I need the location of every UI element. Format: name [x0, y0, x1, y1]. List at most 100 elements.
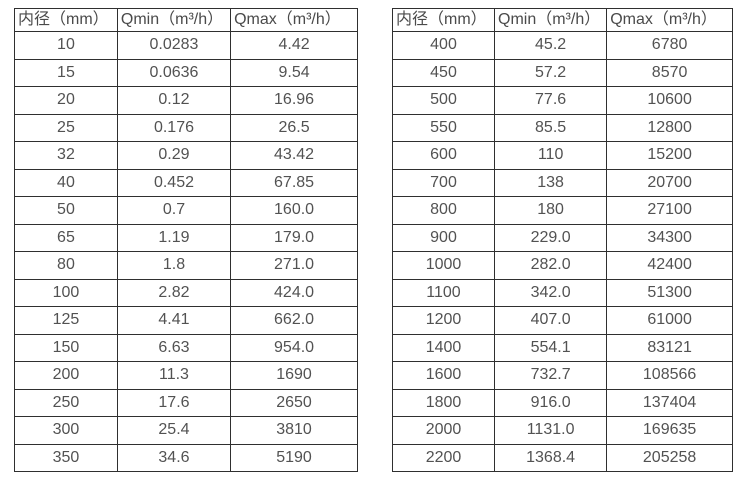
- table-cell: 32: [14, 141, 118, 170]
- table-row: 80 1.8 271.0: [14, 251, 358, 280]
- table-cell: 229.0: [493, 223, 608, 252]
- table-cell: 2000: [392, 416, 495, 445]
- table-row: 350 34.6 5190: [14, 443, 358, 472]
- table-cell: 50: [14, 196, 118, 225]
- table-cell: 1200: [392, 306, 495, 335]
- table-cell: 65: [14, 223, 118, 252]
- table-cell: 0.12: [116, 86, 232, 115]
- table-cell: 550: [392, 113, 495, 142]
- table-cell: 1100: [392, 278, 495, 307]
- table-cell: 407.0: [493, 306, 608, 335]
- table-cell: 500: [392, 86, 495, 115]
- table-cell: 0.0636: [116, 58, 232, 87]
- table-cell: 125: [14, 306, 118, 335]
- table-row: 1600 732.7 108566: [392, 361, 733, 390]
- table-row: 32 0.29 43.42: [14, 141, 358, 170]
- table-cell: 34.6: [116, 443, 232, 472]
- table-cell: 16.96: [230, 86, 358, 115]
- table-cell: 4.42: [230, 31, 358, 60]
- table-cell: 169635: [606, 416, 733, 445]
- table-cell: 12800: [606, 113, 733, 142]
- table-cell: 83121: [606, 333, 733, 362]
- table-cell: 900: [392, 223, 495, 252]
- table-cell: 1.19: [116, 223, 232, 252]
- table-row: 400 45.2 6780: [392, 31, 733, 60]
- table-cell: 4.41: [116, 306, 232, 335]
- table-cell: 0.452: [116, 168, 232, 197]
- table-cell: 282.0: [493, 251, 608, 280]
- table-cell: 271.0: [230, 251, 358, 280]
- table-row: 2200 1368.4 205258: [392, 443, 733, 472]
- table-row: 1200 407.0 61000: [392, 306, 733, 335]
- table-cell: 100: [14, 278, 118, 307]
- header-row: 内径（mm） Qmin（m³/h） Qmax（m³/h）: [14, 8, 358, 32]
- table-cell: 600: [392, 141, 495, 170]
- table-cell: 1368.4: [493, 443, 608, 472]
- table-cell: 342.0: [493, 278, 608, 307]
- table-cell: 11.3: [116, 361, 232, 390]
- table-cell: 27100: [606, 196, 733, 225]
- table-cell: 1690: [230, 361, 358, 390]
- table-row: 1400 554.1 83121: [392, 333, 733, 362]
- table-cell: 6.63: [116, 333, 232, 362]
- table-cell: 1000: [392, 251, 495, 280]
- table-row: 600 110 15200: [392, 141, 733, 170]
- table-row: 550 85.5 12800: [392, 113, 733, 142]
- column-header: Qmin（m³/h）: [116, 8, 232, 32]
- table-cell: 26.5: [230, 113, 358, 142]
- table-cell: 25: [14, 113, 118, 142]
- table-cell: 1131.0: [493, 416, 608, 445]
- table-row: 900 229.0 34300: [392, 223, 733, 252]
- table-row: 50 0.7 160.0: [14, 196, 358, 225]
- table-row: 100 2.82 424.0: [14, 278, 358, 307]
- table-cell: 17.6: [116, 388, 232, 417]
- table-cell: 700: [392, 168, 495, 197]
- table-row: 40 0.452 67.85: [14, 168, 358, 197]
- table-row: 500 77.6 10600: [392, 86, 733, 115]
- table-cell: 2.82: [116, 278, 232, 307]
- table-row: 200 11.3 1690: [14, 361, 358, 390]
- table-row: 25 0.176 26.5: [14, 113, 358, 142]
- column-header: Qmax（m³/h）: [606, 8, 733, 32]
- column-header: 内径（mm）: [392, 8, 495, 32]
- table-row: 65 1.19 179.0: [14, 223, 358, 252]
- column-header: 内径（mm）: [14, 8, 118, 32]
- table-cell: 954.0: [230, 333, 358, 362]
- flow-spec-table-small-diameters: 内径（mm） Qmin（m³/h） Qmax（m³/h） 10 0.0283 4.42 15…: [14, 8, 358, 472]
- table-cell: 800: [392, 196, 495, 225]
- table-cell: 40: [14, 168, 118, 197]
- table-cell: 15: [14, 58, 118, 87]
- table-cell: 5190: [230, 443, 358, 472]
- table-row: 1000 282.0 42400: [392, 251, 733, 280]
- table-cell: 662.0: [230, 306, 358, 335]
- table-cell: 20700: [606, 168, 733, 197]
- table-cell: 450: [392, 58, 495, 87]
- table-cell: 42400: [606, 251, 733, 280]
- table-cell: 57.2: [493, 58, 608, 87]
- table-cell: 554.1: [493, 333, 608, 362]
- table-cell: 80: [14, 251, 118, 280]
- table-cell: 45.2: [493, 31, 608, 60]
- table-cell: 400: [392, 31, 495, 60]
- table-cell: 6780: [606, 31, 733, 60]
- table-cell: 205258: [606, 443, 733, 472]
- table-cell: 108566: [606, 361, 733, 390]
- table-cell: 732.7: [493, 361, 608, 390]
- table-cell: 10600: [606, 86, 733, 115]
- table-cell: 179.0: [230, 223, 358, 252]
- table-cell: 8570: [606, 58, 733, 87]
- table-cell: 200: [14, 361, 118, 390]
- column-header: Qmax（m³/h）: [230, 8, 358, 32]
- table-cell: 1400: [392, 333, 495, 362]
- table-cell: 2200: [392, 443, 495, 472]
- table-cell: 61000: [606, 306, 733, 335]
- table-cell: 77.6: [493, 86, 608, 115]
- table-cell: 51300: [606, 278, 733, 307]
- table-cell: 110: [493, 141, 608, 170]
- table-cell: 20: [14, 86, 118, 115]
- table-cell: 180: [493, 196, 608, 225]
- table-row: 10 0.0283 4.42: [14, 31, 358, 60]
- table-row: 2000 1131.0 169635: [392, 416, 733, 445]
- table-row: 1100 342.0 51300: [392, 278, 733, 307]
- table-cell: 1600: [392, 361, 495, 390]
